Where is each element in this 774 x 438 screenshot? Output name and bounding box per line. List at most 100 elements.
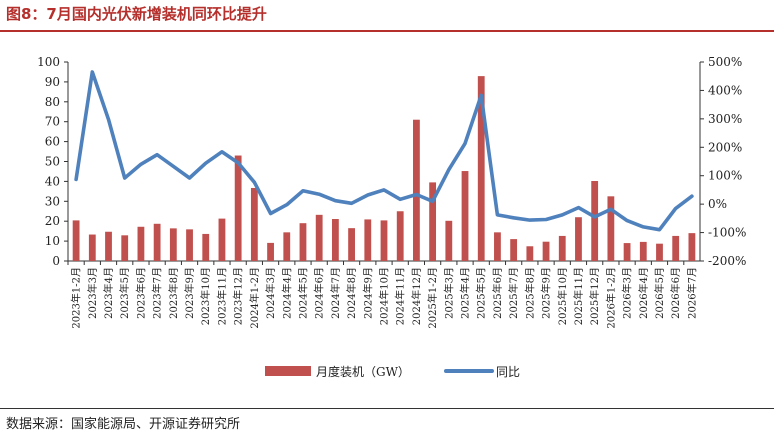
x-tick-label: 2025年5月: [475, 267, 488, 319]
left-tick-label: 50: [45, 155, 60, 169]
x-tick-label: 2023年3月: [86, 267, 99, 319]
x-tick-label: 2026年6月: [669, 267, 682, 319]
x-tick-label: 2024年4月: [280, 267, 293, 319]
right-tick-label: 400%: [708, 83, 742, 97]
bar: [121, 235, 129, 261]
x-tick-label: 2024年11月: [394, 267, 407, 325]
bar-series: [72, 76, 696, 262]
left-tick-label: 80: [45, 95, 60, 109]
legend-label-line: 同比: [496, 365, 520, 379]
x-tick-label: 2024年1-2月: [248, 267, 261, 329]
right-tick-label: 200%: [708, 140, 742, 154]
bar: [494, 232, 501, 261]
x-tick-label: 2023年11月: [215, 267, 228, 325]
left-tick-label: 60: [45, 135, 60, 149]
left-tick-label: 100: [37, 55, 60, 69]
bar: [591, 181, 599, 261]
left-tick-label: 30: [45, 194, 60, 208]
bar: [234, 155, 242, 261]
bar: [672, 235, 680, 261]
right-tick-label: -200%: [708, 254, 746, 268]
x-tick-label: 2026年7月: [685, 267, 698, 319]
x-tick-label: 2025年12月: [588, 267, 601, 325]
x-tick-labels: 2023年1-2月 2023年3月 2023年4月 2023年5月 2023年6月 202…: [70, 267, 699, 329]
x-tick-label: 2023年9月: [183, 267, 196, 319]
x-tick-label: 2023年10月: [199, 267, 212, 325]
figure-title: 图8：7月国内光伏新增装机同环比提升: [6, 5, 267, 23]
x-tick-label: 2023年5月: [118, 267, 131, 319]
right-tick-label: 500%: [708, 55, 742, 69]
x-tick-label: 2024年6月: [313, 267, 326, 319]
bar: [575, 217, 582, 261]
chart: 0 10 20 30 40 50 60 70 80 90 100 -200% -100% 0% 100% 20…: [37, 55, 746, 379]
bar: [380, 220, 388, 261]
left-tick-label: 40: [45, 174, 60, 188]
bar: [445, 220, 453, 261]
x-tick-label: 2024年5月: [296, 267, 309, 319]
x-tick-label: 2025年6月: [491, 267, 504, 319]
bar: [526, 246, 534, 261]
bar: [364, 219, 372, 261]
x-tick-label: 2024年9月: [361, 267, 374, 319]
left-tick-label: 10: [45, 234, 60, 248]
x-tick-label: 2024年8月: [345, 267, 358, 319]
legend-swatch-bar: [265, 366, 311, 376]
x-tick-label: 2025年11月: [572, 267, 585, 325]
bar: [477, 76, 485, 261]
x-tick-label: 2025年7月: [507, 267, 520, 319]
x-tick-label: 2026年1-2月: [604, 267, 617, 329]
x-tick-label: 2025年3月: [442, 267, 455, 319]
left-tick-label: 70: [45, 115, 60, 129]
title-rule: [0, 30, 774, 32]
bar: [396, 211, 404, 261]
x-tick-label: 2024年12月: [410, 267, 423, 325]
x-tick-label: 2025年9月: [540, 267, 553, 319]
bar: [153, 223, 161, 261]
x-tick-label: 2026年3月: [621, 267, 634, 319]
legend: 月度装机（GW） 同比: [265, 364, 520, 379]
bar: [218, 218, 226, 261]
x-tick-label: 2025年1-2月: [426, 267, 439, 329]
x-tick-label: 2023年7月: [151, 267, 164, 319]
bar: [461, 171, 469, 261]
x-tick-label: 2024年7月: [329, 267, 342, 319]
bar: [348, 228, 355, 261]
right-tick-label: -100%: [708, 226, 746, 240]
legend-label-bar: 月度装机（GW）: [316, 364, 410, 379]
bar: [137, 226, 145, 261]
x-tick-label: 2024年3月: [264, 267, 277, 319]
x-tick-label: 2023年1-2月: [70, 267, 83, 329]
bar: [267, 242, 274, 261]
bar: [105, 231, 112, 261]
x-tick-label: 2025年4月: [459, 267, 472, 319]
bar: [283, 232, 291, 261]
bar: [542, 241, 550, 261]
x-tick-label: 2025年10月: [556, 267, 569, 325]
x-tick-label: 2023年4月: [102, 267, 115, 319]
x-tick-label: 2023年12月: [232, 267, 245, 325]
yoy-line: [74, 70, 694, 232]
bar: [186, 229, 193, 261]
x-tick-label: 2026年5月: [653, 267, 666, 319]
source-note: 数据来源：国家能源局、开源证券研究所: [6, 417, 241, 432]
right-tick-label: 300%: [708, 112, 742, 126]
left-tick-label: 20: [45, 214, 60, 228]
bar: [607, 196, 615, 261]
x-tick-label: 2023年8月: [167, 267, 180, 319]
left-tick-label: 0: [52, 254, 60, 268]
bar: [688, 233, 696, 261]
source-rule: [0, 408, 774, 409]
bar: [413, 119, 420, 262]
bar: [169, 228, 177, 261]
x-tick-label: 2023年6月: [134, 267, 147, 319]
bar: [299, 223, 307, 261]
bar: [639, 241, 647, 261]
bar: [623, 243, 631, 261]
x-tick-label: 2025年8月: [523, 267, 536, 319]
right-tick-label: 0%: [708, 197, 727, 211]
bar: [315, 214, 323, 261]
bar: [331, 219, 339, 261]
bar: [429, 182, 437, 261]
bar: [250, 187, 258, 261]
x-tick-label: 2026年4月: [637, 267, 650, 319]
